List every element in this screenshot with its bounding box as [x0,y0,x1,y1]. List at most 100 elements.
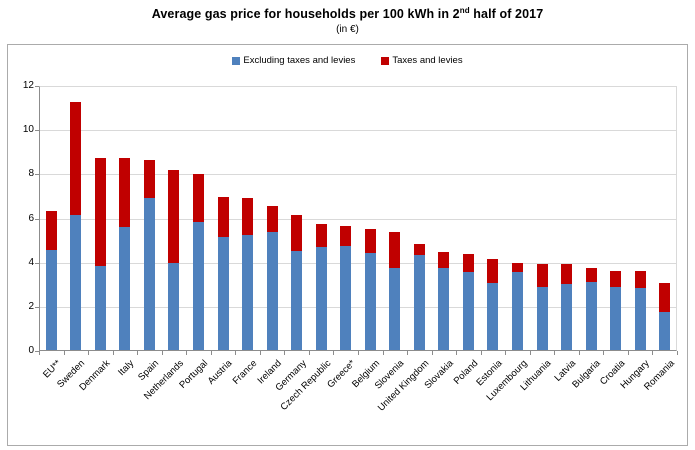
x-axis-tick [431,351,433,355]
x-axis-tick [284,351,286,355]
x-axis-category-label: France [230,358,260,387]
x-axis-tick [88,351,90,355]
legend-item-taxes: Taxes and levies [381,55,463,66]
x-axis-tick [161,351,163,355]
bar-segment-taxes [94,157,106,267]
chart-title: Average gas price for households per 100… [0,6,695,21]
y-axis-tick [35,306,39,308]
x-axis-tick [627,351,629,355]
x-axis-category-label: Austria [206,358,235,387]
bar-segment-taxes [315,224,327,248]
bar-segment-taxes [487,259,499,283]
x-axis-tick [358,351,359,355]
bar-segment-taxes [217,196,229,238]
x-axis-tick [210,351,212,355]
x-axis-tick [578,351,580,355]
y-axis-tick-label: 2 [28,300,34,312]
bar-segment-taxes [462,253,474,272]
bar-segment-excluding-taxes [634,288,646,350]
x-axis-tick [505,351,507,355]
bar-segment-taxes [340,226,352,247]
gridline [40,86,676,87]
gridline [40,306,676,308]
x-axis-tick [529,351,531,355]
x-axis-category-label: Italy [116,358,137,379]
bar-segment-excluding-taxes [610,287,622,350]
x-axis-tick [677,351,678,355]
bar-segment-taxes [389,231,401,269]
bar-segment-excluding-taxes [364,252,376,350]
chart-box: Excluding taxes and levies Taxes and lev… [7,44,688,446]
y-axis-tick [35,351,39,352]
x-axis-tick [480,351,482,355]
y-axis-tick-label: 0 [28,345,34,356]
bar-segment-excluding-taxes [119,227,131,350]
y-axis-tick [35,262,39,264]
legend-item-excluding-taxes: Excluding taxes and levies [232,55,355,66]
y-axis-tick-label: 6 [28,212,34,224]
x-axis-tick [456,351,458,355]
gridline [40,218,676,220]
gridline [40,130,676,132]
bar-segment-excluding-taxes [585,281,597,350]
x-axis-tick [63,351,65,355]
bar-segment-excluding-taxes [561,283,573,350]
x-axis-tick [333,351,335,355]
bar-segment-excluding-taxes [143,197,155,350]
y-axis-tick-label: 10 [22,124,34,136]
y-axis-tick [35,130,39,132]
y-axis-tick [35,86,39,87]
bar-segment-excluding-taxes [536,287,548,350]
x-axis-tick [308,351,310,355]
bar-segment-taxes [143,160,155,198]
y-axis-tick-label: 8 [28,168,34,180]
bar-segment-excluding-taxes [94,266,106,350]
bar-segment-excluding-taxes [413,255,425,350]
x-axis-tick [186,351,188,355]
bar-segment-excluding-taxes [217,237,229,350]
x-axis-tick [652,351,654,355]
x-axis-tick [235,351,237,355]
bar-segment-taxes [659,282,671,313]
bar-segment-taxes [634,270,646,289]
bar-segment-excluding-taxes [389,268,401,350]
x-axis-tick [603,351,605,355]
y-axis-tick [35,218,39,220]
y-axis-tick-label: 4 [28,256,34,268]
bar-segment-excluding-taxes [487,282,499,350]
y-axis-tick [35,174,39,176]
bar-segment-excluding-taxes [340,246,352,350]
bar-segment-taxes [364,228,376,253]
bar-segment-excluding-taxes [266,231,278,350]
bar-segment-excluding-taxes [462,271,474,350]
bar-segment-excluding-taxes [168,262,180,350]
chart-title-text: Average gas price for households per 100… [151,7,460,22]
bar-segment-taxes [193,174,204,222]
legend-swatch-taxes-icon [381,56,390,65]
chart-title-superscript: nd [459,6,470,15]
bar-segment-excluding-taxes [659,312,671,350]
gridline [40,262,676,264]
bar-segment-taxes [413,244,425,256]
bar-segment-taxes [45,210,57,250]
bar-segment-taxes [536,263,548,288]
y-axis-tick-label: 12 [22,80,34,91]
legend: Excluding taxes and levies Taxes and lev… [8,55,687,66]
x-axis-tick [259,351,261,355]
x-axis-tick [407,351,409,355]
bar-segment-taxes [561,263,573,284]
bar-segment-taxes [291,215,303,251]
bar-segment-taxes [610,270,622,288]
bar-segment-taxes [119,157,131,228]
x-axis-tick [382,351,384,355]
chart-subtitle: (in €) [336,24,359,35]
bar-segment-excluding-taxes [291,250,303,350]
x-axis-tick [137,351,139,355]
bar-segment-taxes [512,262,523,272]
legend-swatch-excluding-taxes-icon [232,56,241,65]
bar-segment-excluding-taxes [45,249,57,350]
legend-label-excluding-taxes: Excluding taxes and levies [243,55,356,66]
legend-label-taxes: Taxes and levies [392,55,463,66]
bar-segment-excluding-taxes [512,271,523,350]
